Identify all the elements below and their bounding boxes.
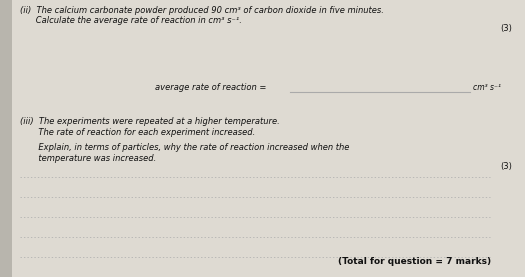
Text: average rate of reaction =: average rate of reaction =: [155, 83, 269, 93]
Text: Explain, in terms of particles, why the rate of reaction increased when the: Explain, in terms of particles, why the …: [20, 143, 349, 152]
Text: (ii)  The calcium carbonate powder produced 90 cm³ of carbon dioxide in five min: (ii) The calcium carbonate powder produc…: [20, 6, 384, 15]
Text: Calculate the average rate of reaction in cm³ s⁻¹.: Calculate the average rate of reaction i…: [20, 16, 242, 25]
Text: (Total for question = 7 marks): (Total for question = 7 marks): [338, 257, 491, 265]
Text: temperature was increased.: temperature was increased.: [20, 154, 156, 163]
Text: (3): (3): [500, 24, 512, 33]
Text: cm³ s⁻¹: cm³ s⁻¹: [473, 83, 501, 93]
Text: The rate of reaction for each experiment increased.: The rate of reaction for each experiment…: [20, 128, 255, 137]
Text: (iii)  The experiments were repeated at a higher temperature.: (iii) The experiments were repeated at a…: [20, 117, 280, 126]
FancyBboxPatch shape: [0, 0, 12, 277]
Text: (3): (3): [500, 162, 512, 171]
